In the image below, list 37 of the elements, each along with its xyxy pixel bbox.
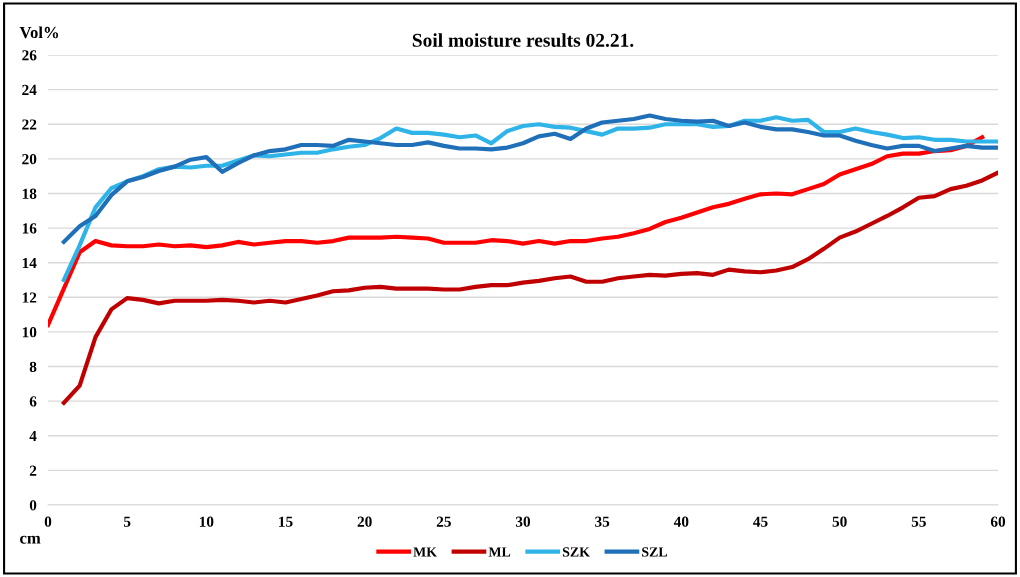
chart-title: Soil moisture results 02.21. xyxy=(412,33,634,47)
x-tick-label: 40 xyxy=(673,516,689,527)
y-axis-title: Vol% xyxy=(19,26,59,39)
y-tick-label: 18 xyxy=(22,188,37,199)
x-tick-label: 5 xyxy=(123,516,131,527)
x-tick-label: 50 xyxy=(832,516,847,527)
y-tick-label: 16 xyxy=(22,223,37,234)
y-tick-label: 24 xyxy=(22,84,37,95)
legend-label: SZK xyxy=(562,547,590,557)
y-tick-label: 10 xyxy=(22,327,37,338)
x-tick-label: 15 xyxy=(279,516,293,527)
y-tick-label: 20 xyxy=(22,153,37,165)
x-tick-label: 0 xyxy=(44,516,52,527)
y-tick-label: 22 xyxy=(22,119,37,130)
y-tick-label: 8 xyxy=(29,361,37,372)
y-tick-label: 2 xyxy=(29,465,37,476)
x-tick-label: 30 xyxy=(515,516,531,527)
x-tick-label: 35 xyxy=(595,516,610,527)
x-tick-label: 45 xyxy=(753,516,768,527)
line-series xyxy=(61,113,998,245)
y-tick-label: 14 xyxy=(22,257,37,268)
x-tick-label: 20 xyxy=(357,516,372,527)
y-tick-label: 12 xyxy=(22,292,37,303)
line-series xyxy=(48,135,985,328)
x-tick-label: 10 xyxy=(199,516,214,527)
x-axis-title: cm xyxy=(20,535,41,544)
legend-label: ML xyxy=(488,547,511,557)
y-tick-label: 26 xyxy=(22,50,37,61)
x-tick-label: 60 xyxy=(990,516,1006,527)
x-tick-label: 25 xyxy=(436,516,451,527)
legend-label: SZL xyxy=(642,547,668,557)
legend-label: MK xyxy=(413,547,437,557)
y-tick-label: 6 xyxy=(29,396,37,407)
y-tick-label: 4 xyxy=(29,431,37,442)
line-series xyxy=(61,170,998,405)
y-tick-label: 0 xyxy=(29,500,37,511)
x-tick-label: 55 xyxy=(911,516,926,527)
